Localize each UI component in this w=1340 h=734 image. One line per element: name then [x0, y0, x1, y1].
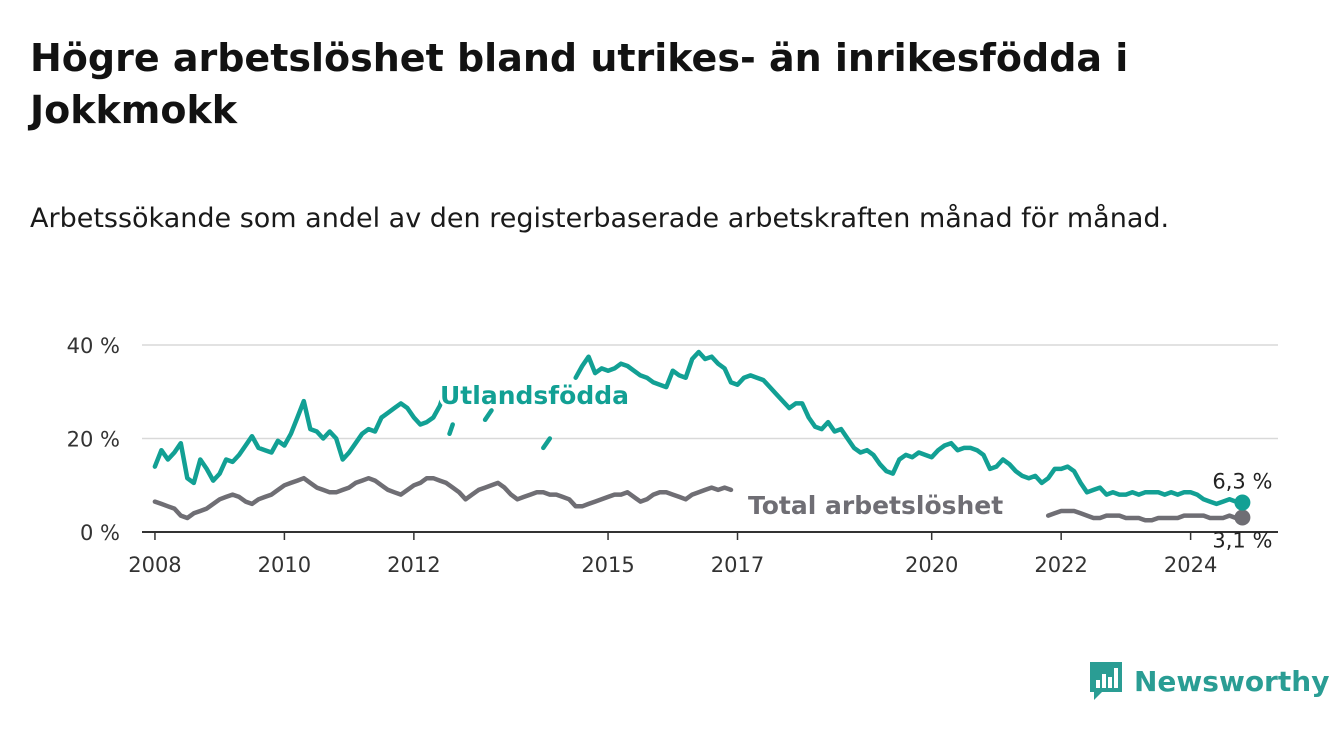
newsworthy-logo: Newsworthy	[1088, 660, 1329, 702]
x-axis-ticks: 2008 2010 2012 2015 2017 2020 2022 2024	[128, 532, 1217, 577]
y-axis-ticks: 0 % 20 % 40 %	[67, 334, 120, 545]
x-tick-label: 2022	[1034, 553, 1087, 577]
chart-subtitle: Arbetssökande som andel av den registerb…	[30, 203, 1170, 234]
x-tick-label: 2020	[905, 553, 958, 577]
total-end-value-label: 3,1 %	[1212, 529, 1272, 553]
x-tick-label: 2024	[1164, 553, 1217, 577]
y-tick-label: 20 %	[67, 428, 120, 452]
series-label-foreign-born: Utlandsfödda	[440, 381, 629, 410]
foreign_born-end-value-label: 6,3 %	[1212, 470, 1272, 494]
x-tick-label: 2012	[387, 553, 440, 577]
brand-name: Newsworthy	[1134, 664, 1330, 698]
bar-chart-logo-icon	[1090, 662, 1122, 700]
total-end-point	[1234, 509, 1251, 526]
y-tick-label: 40 %	[67, 334, 120, 358]
series-lines	[152, 349, 1251, 526]
total-line	[152, 475, 1245, 523]
chart-title: Högre arbetslöshet bland utrikes- än inr…	[30, 36, 1129, 132]
series-label-total: Total arbetslöshet	[748, 491, 1003, 520]
x-tick-label: 2008	[128, 553, 181, 577]
y-gridlines	[142, 344, 1278, 533]
series-labels: 3,1 % 6,3 % Utlandsfödda Total arbetslöshet	[437, 378, 1272, 553]
x-tick-label: 2015	[581, 553, 634, 577]
foreign_born-end-point	[1234, 494, 1251, 511]
x-tick-label: 2017	[711, 553, 764, 577]
foreign_born-line	[152, 349, 1245, 507]
y-tick-label: 0 %	[80, 521, 120, 545]
x-tick-label: 2010	[258, 553, 311, 577]
